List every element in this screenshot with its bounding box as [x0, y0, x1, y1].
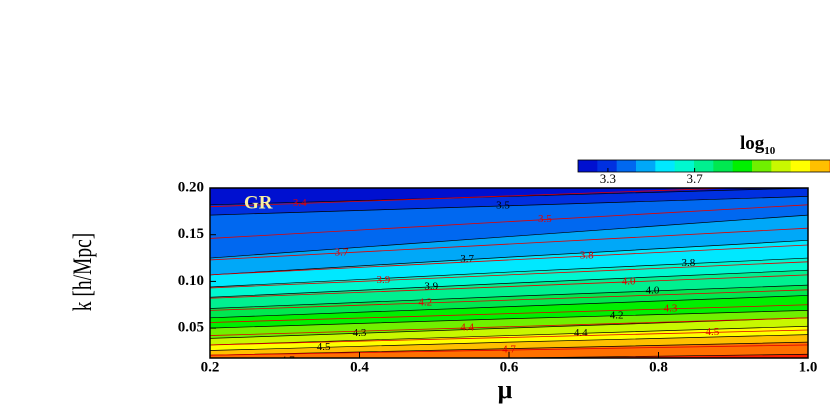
reference-contour-line	[210, 329, 808, 346]
colorbar-segment	[713, 160, 734, 172]
colorbar-segment	[674, 160, 695, 172]
reference-contour-line	[210, 304, 808, 323]
contour-band	[210, 188, 808, 216]
reference-contour-label: 4.7	[502, 344, 516, 356]
colorbar-title: log10	[740, 133, 776, 156]
reference-contour-label: 4.5	[705, 326, 719, 338]
colorbar-segment	[771, 160, 792, 172]
contour-label: 3.7	[460, 253, 474, 265]
reference-contour-label: 4.4	[460, 321, 474, 333]
contour-band	[210, 258, 808, 298]
contour-band	[210, 334, 808, 356]
reference-contour-label: 4.2	[418, 296, 432, 308]
plot-area: 3.5 3.7 3.8 3.9 4.0 4.2 4.3 4.4 4.5 4.7 3.4 3.5 3.7 3…	[210, 188, 808, 366]
x-tick-label: 0.4	[350, 359, 369, 375]
x-tick-label: 0.8	[649, 359, 668, 375]
reference-contour-line	[210, 204, 808, 239]
reference-contour-line	[210, 344, 808, 356]
contour-label: 3.9	[424, 280, 438, 292]
reference-contour-label: 3.7	[335, 246, 349, 258]
contour-band	[210, 270, 808, 309]
annotation: GR	[244, 192, 273, 213]
colorbar-title-main: log	[740, 133, 765, 154]
contour-line	[210, 239, 808, 276]
contour-band	[210, 285, 808, 318]
colorbar-segment	[732, 160, 753, 172]
reference-contour-line	[210, 244, 808, 276]
contour-line	[210, 196, 808, 216]
contour-line	[210, 188, 808, 206]
colorbar-frame	[577, 159, 830, 173]
contour-label: 4.5	[317, 341, 331, 353]
contour-line	[210, 310, 808, 329]
y-tick-label: 0.05	[178, 320, 204, 336]
colorbar-segment	[616, 160, 637, 172]
reference-contour-line	[210, 317, 808, 336]
contour-label: 4.3	[353, 327, 367, 339]
reference-contour-label: 3.5	[538, 213, 552, 225]
y-tick-label: 0.20	[178, 179, 204, 195]
colorbar-segment	[694, 160, 714, 172]
colorbar-segment	[790, 160, 811, 172]
contour-band	[210, 317, 808, 345]
contour-label: 4.7	[281, 354, 295, 366]
colorbar-tick-label: 3.3	[600, 171, 616, 186]
colorbar-segment	[597, 160, 618, 172]
reference-contour-label: 3.4	[293, 197, 307, 209]
contour-label: 4.0	[646, 285, 660, 297]
colorbar-segment	[810, 160, 830, 172]
reference-contour-line	[210, 227, 808, 261]
x-axis-label: μ	[498, 375, 513, 404]
contour-band	[210, 196, 808, 259]
contour-label: 3.8	[682, 257, 696, 269]
reference-contour-label: 4.0	[622, 275, 636, 287]
reference-contour-label: 3.8	[580, 250, 594, 262]
contour-band	[210, 240, 808, 288]
reference-contour-line	[210, 261, 808, 289]
contour-line	[210, 317, 808, 339]
reference-contour-line	[210, 289, 808, 311]
contour-band	[210, 295, 808, 329]
contour-line	[210, 269, 808, 298]
colorbar-segment	[636, 160, 656, 172]
x-tick-label: 1.0	[799, 359, 818, 375]
x-tick-label: 0.2	[201, 359, 220, 375]
reference-contour-label: 4.3	[664, 302, 678, 314]
contour-line	[210, 325, 808, 346]
contour-band	[210, 215, 808, 275]
y-tick-label: 0.15	[178, 226, 204, 242]
colorbar-segment	[655, 160, 676, 172]
y-tick-label: 0.10	[178, 273, 204, 289]
contour-label: 4.4	[574, 327, 588, 339]
contour-line	[210, 214, 808, 259]
colorbar-title-sub: 10	[764, 145, 776, 157]
reference-contour-line	[210, 274, 808, 299]
contour-line	[210, 341, 808, 356]
contour-line	[480, 353, 808, 358]
contour-line	[210, 284, 808, 309]
contour-line	[210, 295, 808, 319]
contour-label: 3.5	[496, 199, 510, 211]
colorbar-segment	[752, 160, 772, 172]
contour-line	[210, 257, 808, 288]
colorbar-segment	[578, 160, 598, 172]
y-axis-label: k [h/Mpc]	[68, 233, 96, 311]
contour-band	[210, 326, 808, 351]
contour-label: 4.2	[610, 309, 624, 321]
reference-contour-label: 3.9	[377, 274, 391, 286]
contour-line	[210, 334, 808, 351]
x-tick-label: 0.6	[500, 359, 519, 375]
reference-contour-line	[210, 188, 742, 208]
colorbar-tick-label: 3.7	[686, 171, 703, 186]
